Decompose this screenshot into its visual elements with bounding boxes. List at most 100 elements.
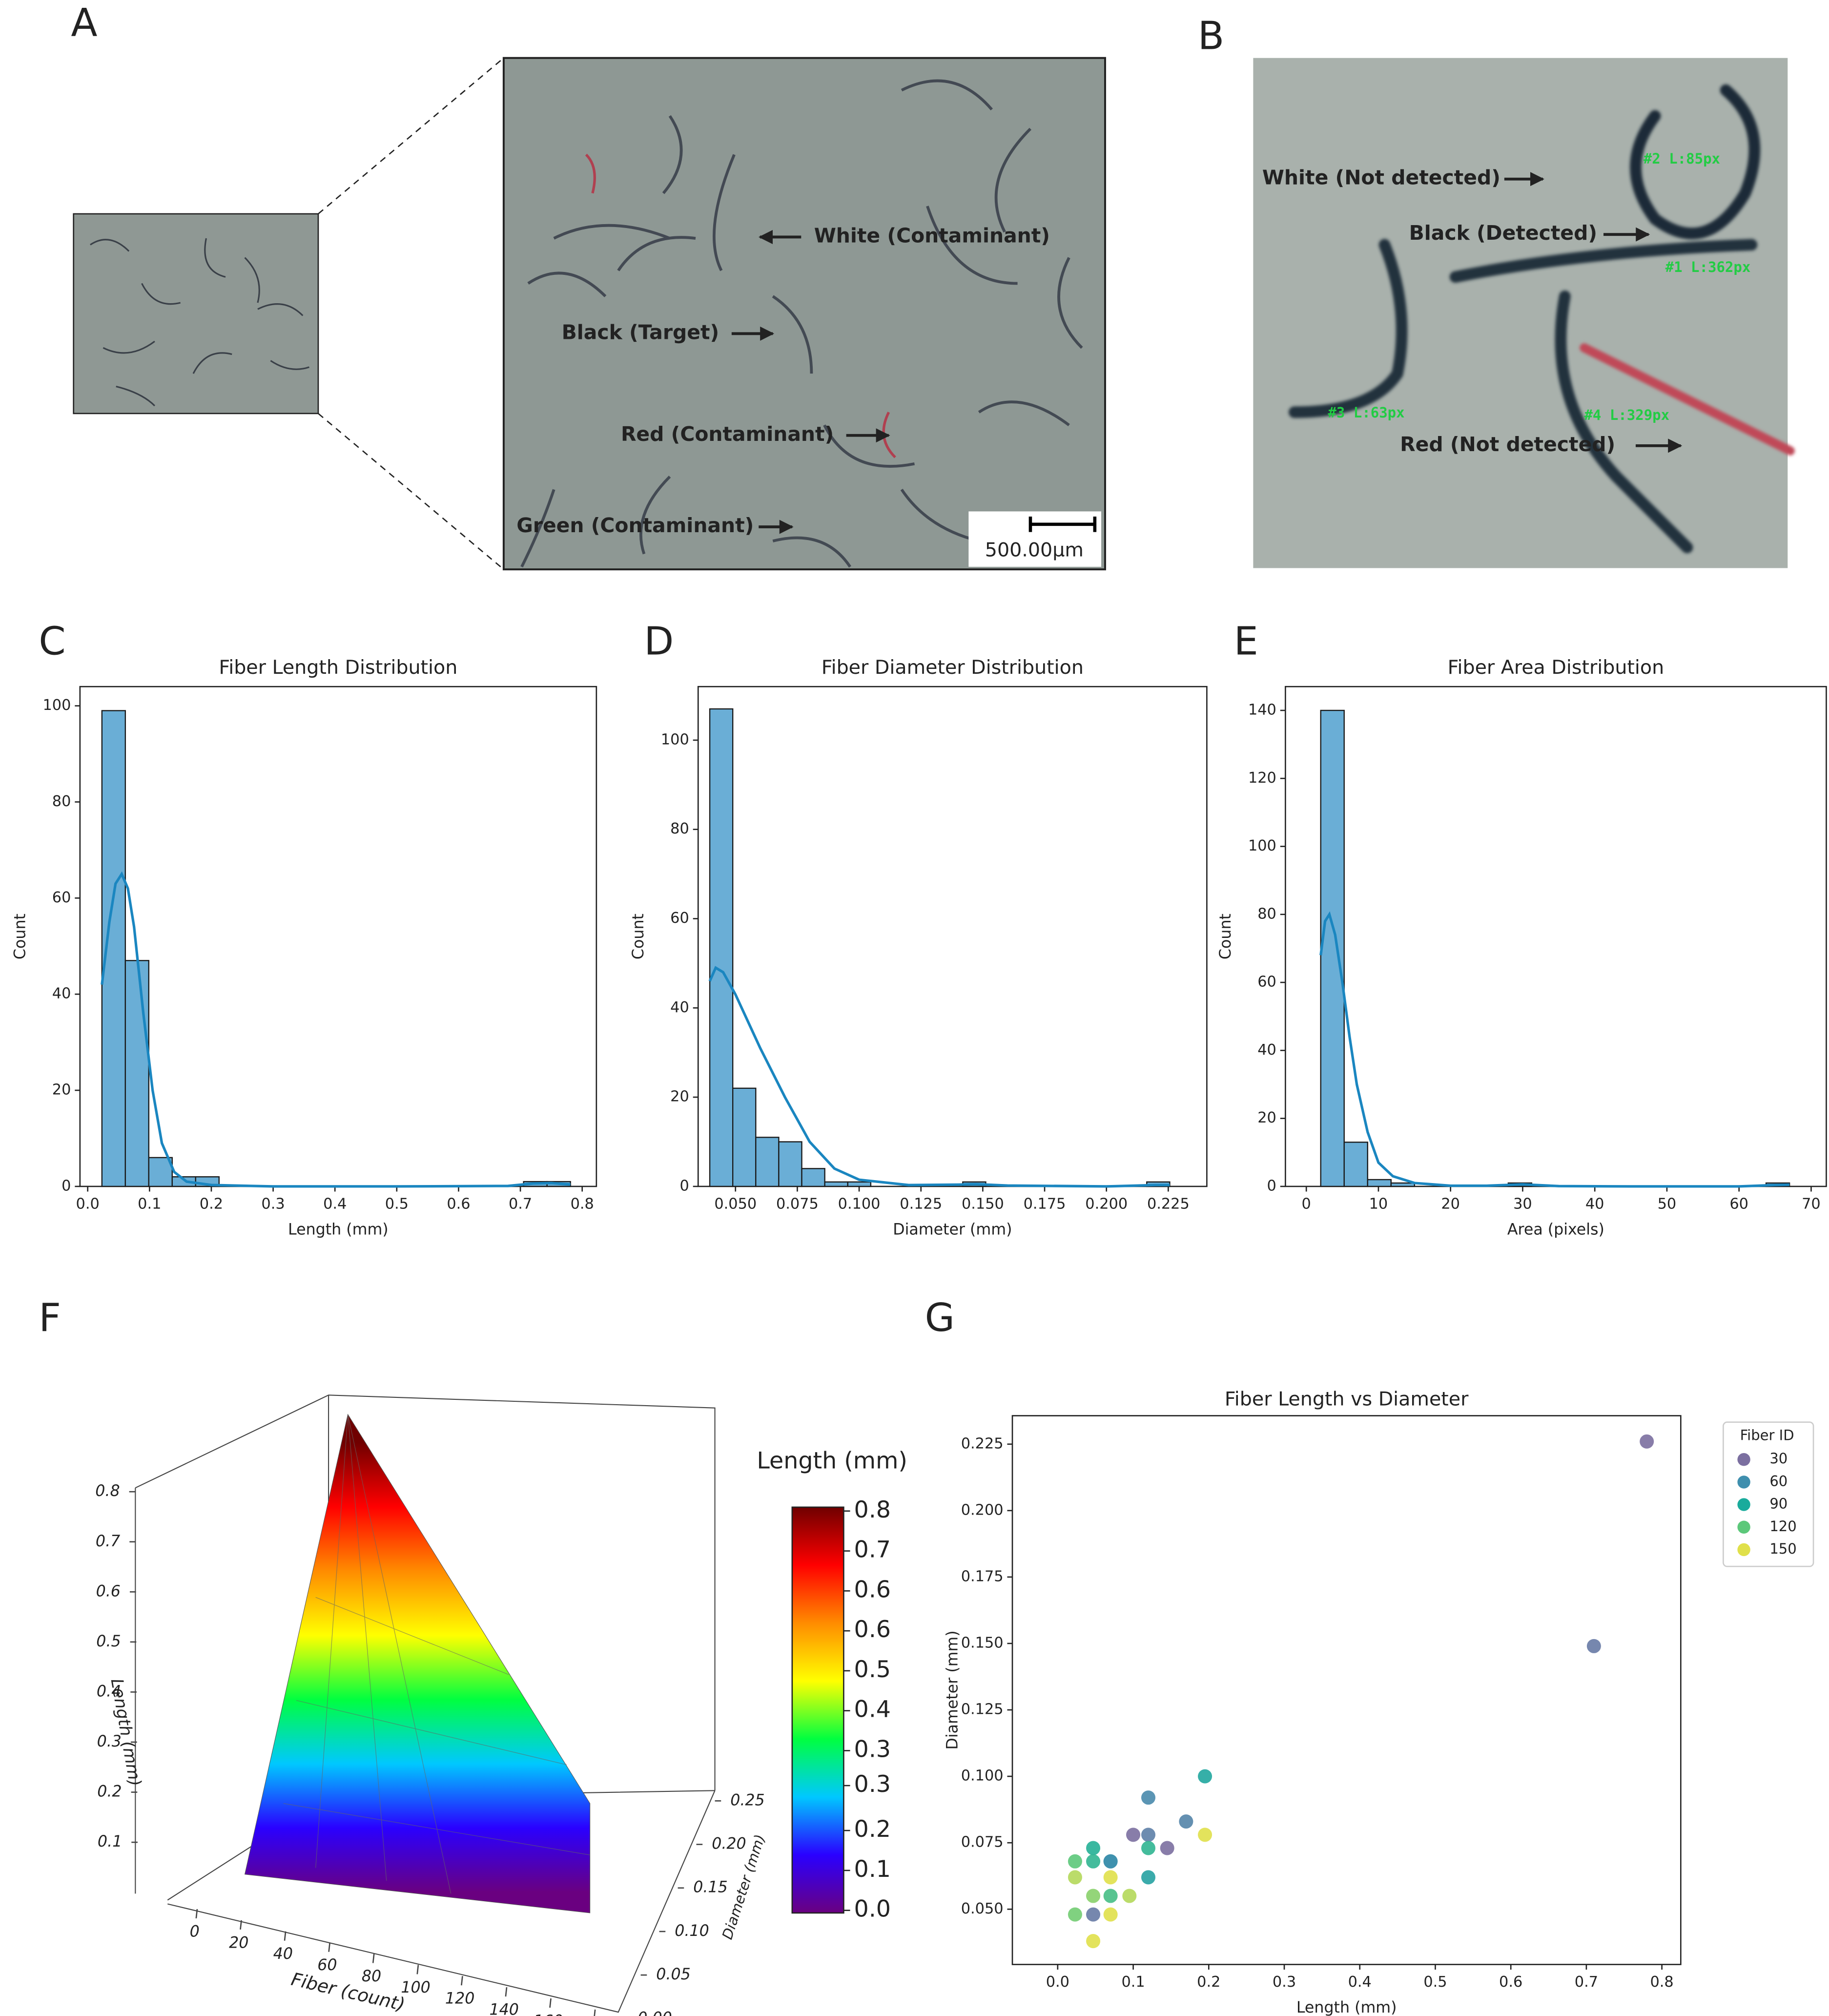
chart-title: Fiber Length Distribution xyxy=(219,656,457,679)
x-tick-label: 0.0 xyxy=(76,1195,100,1212)
x-tick-label: 20 xyxy=(1441,1195,1460,1212)
y-tick-label: 100 xyxy=(42,697,71,714)
x-tick-label: 10 xyxy=(1369,1195,1388,1212)
point xyxy=(1086,1854,1101,1869)
scale-bar-label: 500.00µm xyxy=(985,539,1084,561)
y-tick-label: 140 xyxy=(1248,701,1276,718)
y-tick-label: 0.225 xyxy=(961,1435,1004,1452)
annotation: White (Not detected) xyxy=(1262,166,1500,189)
z-tick-label: 0.8 xyxy=(95,1482,120,1500)
bar xyxy=(124,960,149,1187)
y-axis-label: Count xyxy=(630,914,647,959)
z-tick-label: 0.1 xyxy=(98,1833,122,1850)
legend-title: Fiber ID xyxy=(1740,1427,1794,1444)
colorbar-tick-label: 0.3 xyxy=(854,1771,891,1798)
photo-b xyxy=(1253,58,1795,568)
colorbar-tick-label: 0.1 xyxy=(854,1856,891,1883)
point xyxy=(1086,1841,1101,1855)
x-tick-label: 0.200 xyxy=(1085,1195,1128,1212)
x-tick-label: 80 xyxy=(362,1968,381,1985)
annotation: White (Contaminant) xyxy=(814,224,1050,247)
y-tick-label: 0.075 xyxy=(961,1834,1004,1851)
x-tick-label: 0.3 xyxy=(1273,1974,1296,1991)
chart-title: Fiber Area Distribution xyxy=(1448,656,1665,679)
x-tick-label: 40 xyxy=(273,1945,293,1963)
point xyxy=(1122,1889,1137,1903)
annotation: Red (Contaminant) xyxy=(621,422,834,446)
colorbar-tick-label: 0.7 xyxy=(854,1537,891,1563)
x-tick-label: 60 xyxy=(317,1956,337,1974)
bar xyxy=(709,708,734,1187)
y-tick-label: 40 xyxy=(52,985,71,1002)
y-tick-label: 20 xyxy=(1257,1109,1276,1126)
x-tick-label: 0 xyxy=(190,1923,200,1941)
plot-frame xyxy=(697,686,1208,1187)
z-tick-label: 0.7 xyxy=(96,1533,120,1550)
x-tick-label: 0.1 xyxy=(1121,1974,1145,1991)
x-tick-label: 0.1 xyxy=(138,1195,161,1212)
point xyxy=(1103,1889,1118,1903)
x-tick-label: 120 xyxy=(445,1990,474,2008)
fiber-tag: #2 L:85px xyxy=(1644,150,1720,167)
point xyxy=(1086,1889,1101,1903)
colorbar-tick-label: 0.2 xyxy=(854,1816,891,1843)
z-tick-label: 0.4 xyxy=(97,1683,121,1700)
y-tick-label: 120 xyxy=(1248,769,1276,787)
y-tick-label: 0.10 xyxy=(675,1922,709,1940)
colorbar-tick-label: 0.5 xyxy=(854,1656,891,1683)
x-tick-label: 0.125 xyxy=(900,1195,942,1212)
y-tick-label: 80 xyxy=(52,793,71,810)
point xyxy=(1586,1639,1601,1653)
x-tick-label: 0.5 xyxy=(1423,1974,1447,1991)
x-tick-label: 0.6 xyxy=(447,1195,470,1212)
x-tick-label: 0.6 xyxy=(1499,1974,1522,1991)
x-axis-label: Area (pixels) xyxy=(1507,1221,1604,1239)
y-tick-label: 0.05 xyxy=(656,1966,691,1983)
point xyxy=(1141,1790,1156,1805)
x-tick xyxy=(284,1931,287,1941)
x-tick-label: 0.8 xyxy=(571,1195,594,1212)
annotation: Green (Contaminant) xyxy=(516,514,754,537)
surface xyxy=(244,1413,591,1913)
y-tick-label: 20 xyxy=(670,1088,689,1105)
x-tick-label: 0.4 xyxy=(1348,1974,1372,1991)
y-tick-label: 0 xyxy=(62,1177,71,1194)
point xyxy=(1068,1907,1082,1922)
panel-label: E xyxy=(1234,619,1258,664)
point xyxy=(1141,1841,1156,1855)
x-tick-label: 0.2 xyxy=(200,1195,223,1212)
panel-label: F xyxy=(39,1295,61,1340)
bar xyxy=(824,1181,848,1187)
z-tick-label: 0.3 xyxy=(97,1733,122,1750)
kde-line xyxy=(101,871,571,1188)
legend-marker xyxy=(1737,1543,1750,1557)
bar xyxy=(1343,1142,1368,1187)
x-tick-label: 0.4 xyxy=(323,1195,347,1212)
point xyxy=(1179,1814,1193,1829)
panel-label: G xyxy=(925,1295,955,1340)
x-tick-label: 0.5 xyxy=(385,1195,409,1212)
bar xyxy=(755,1137,780,1187)
panel-label: C xyxy=(39,619,65,664)
surface-mesh xyxy=(283,1414,590,1894)
annotation: Red (Not detected) xyxy=(1400,433,1615,456)
point xyxy=(1103,1854,1118,1869)
point xyxy=(1068,1854,1082,1869)
point xyxy=(1141,1828,1156,1842)
point xyxy=(1141,1870,1156,1885)
bar xyxy=(1320,709,1345,1187)
x-tick-label: 0.050 xyxy=(714,1195,757,1212)
legend-label: 90 xyxy=(1769,1496,1788,1512)
kde-line xyxy=(708,966,1170,1188)
x-tick-label: 100 xyxy=(401,1979,430,1996)
fiber-tag: #3 L:63px xyxy=(1328,404,1404,421)
bar xyxy=(148,1157,173,1187)
legend-label: 120 xyxy=(1769,1518,1796,1535)
x-tick-label: 0 xyxy=(1302,1195,1311,1212)
plot-frame xyxy=(1285,686,1827,1187)
legend-marker xyxy=(1737,1520,1750,1534)
y-tick-label: 100 xyxy=(1248,837,1276,854)
x-tick xyxy=(461,1976,463,1986)
point xyxy=(1068,1870,1082,1885)
